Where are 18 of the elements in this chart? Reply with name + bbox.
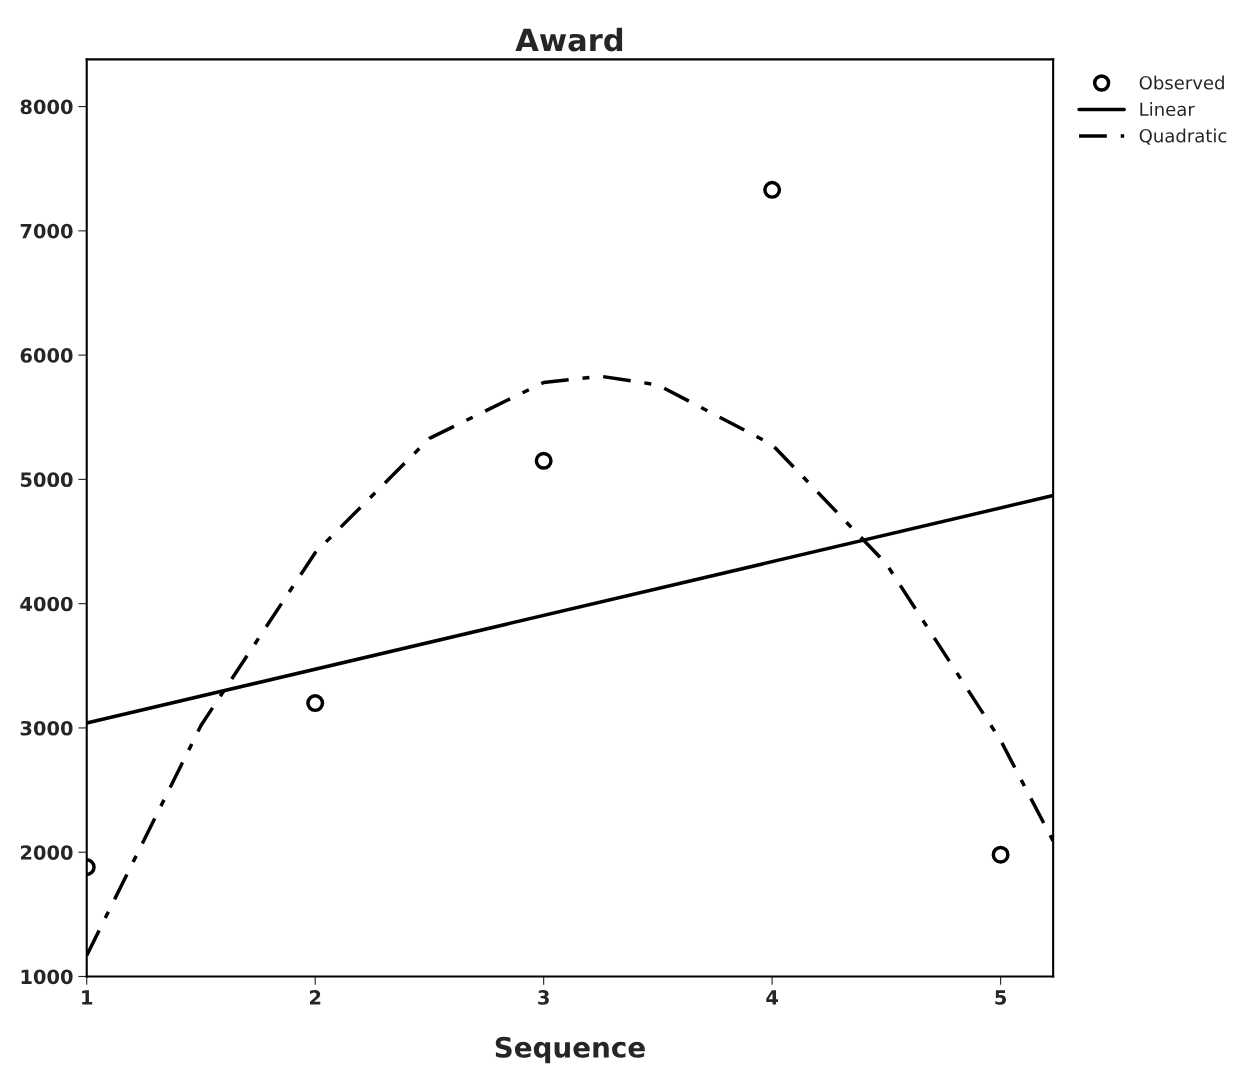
y-tick-label: 7000	[20, 223, 73, 239]
x-tick-label: 1	[82, 990, 93, 1005]
y-tick-label: 5000	[20, 472, 73, 488]
x-tick-label: 4	[766, 990, 779, 1005]
x-axis-title: Sequence	[495, 1036, 645, 1064]
y-tick-label: 6000	[20, 348, 73, 363]
chart-title: Award	[515, 27, 623, 52]
x-tick-label: 3	[538, 990, 549, 1005]
legend-label: Linear	[1140, 102, 1195, 117]
y-tick-label: 8000	[20, 99, 73, 115]
legend-label: Observed	[1139, 75, 1224, 90]
y-tick-label: 3000	[20, 720, 73, 736]
y-tick-label: 1000	[21, 969, 73, 985]
x-tick-label: 5	[995, 990, 1007, 1005]
legend-label: Quadratic	[1139, 128, 1227, 145]
y-tick-label: 4000	[20, 596, 73, 612]
x-tick-label: 2	[309, 990, 321, 1005]
y-tick-label: 2000	[20, 845, 73, 860]
